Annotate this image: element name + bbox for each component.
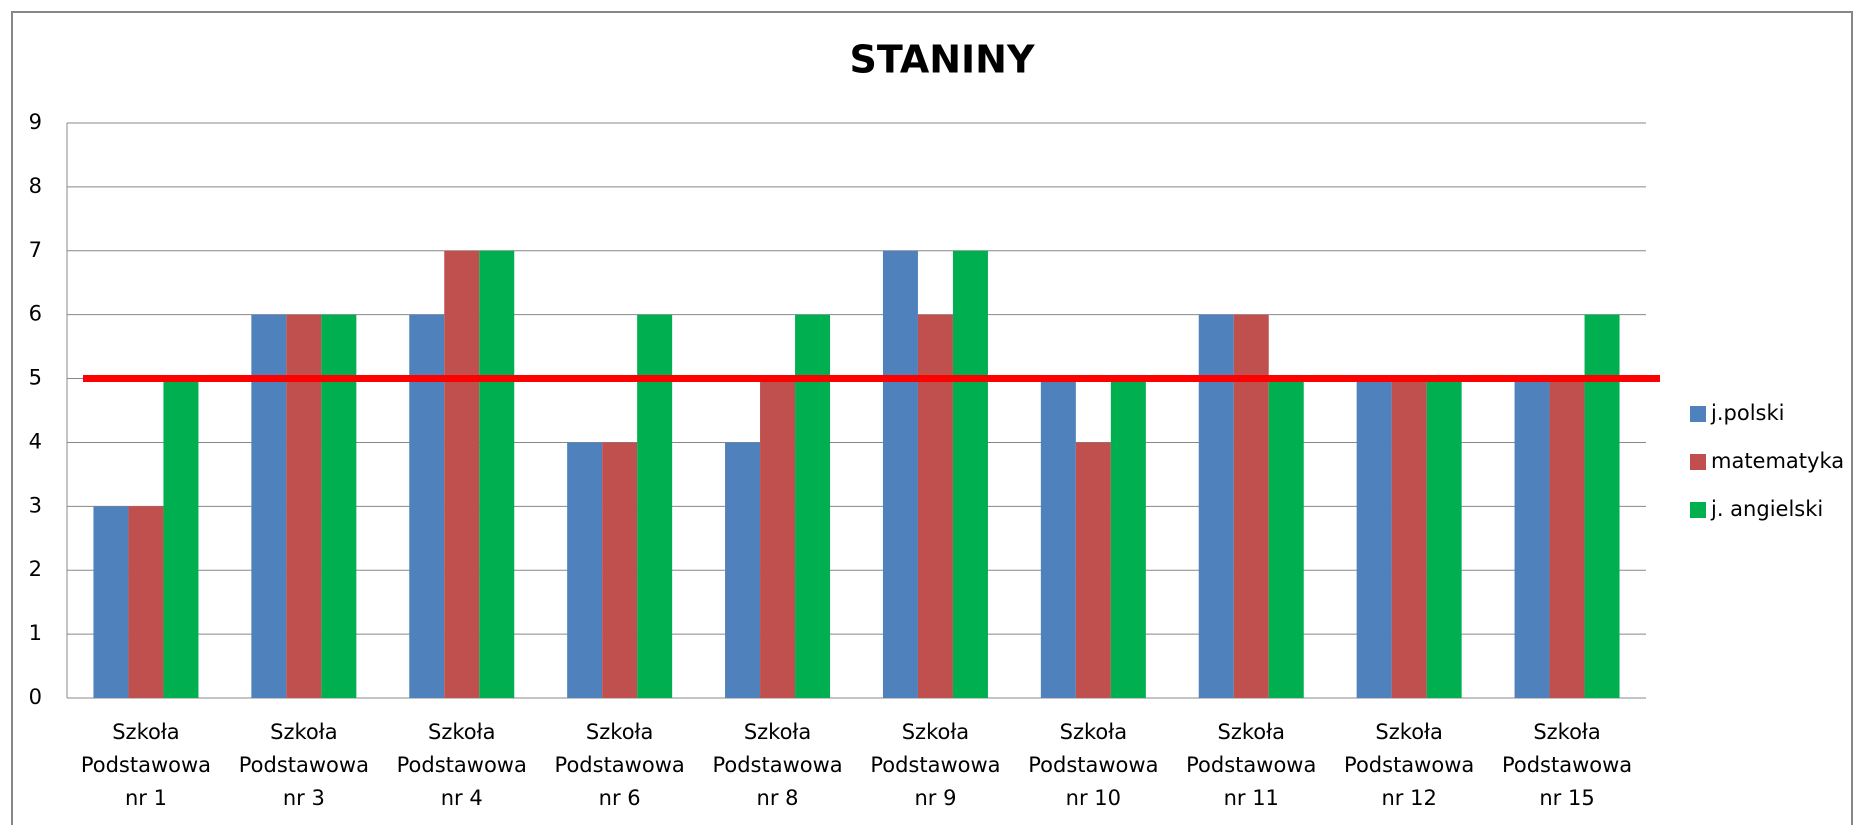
bar (444, 250, 480, 698)
x-tick-label: Szkoła Podstawowa nr 1 (81, 720, 211, 810)
x-tick-line: Podstawowa (239, 753, 369, 777)
bar (251, 314, 287, 698)
bar (479, 250, 515, 698)
bar (952, 250, 988, 698)
x-tick-line: Podstawowa (1344, 753, 1474, 777)
y-tick-label: 1 (29, 621, 42, 645)
x-tick-line: Szkoła (902, 720, 969, 744)
x-tick-line: Szkoła (1533, 720, 1600, 744)
bar (1268, 378, 1304, 698)
y-tick-label: 5 (29, 366, 42, 390)
legend-swatch (1690, 454, 1706, 470)
bar (409, 314, 445, 698)
x-tick-line: nr 1 (125, 786, 167, 810)
y-tick-label: 9 (29, 110, 42, 134)
chart-title: STANINY (849, 38, 1034, 82)
x-tick-line: Podstawowa (712, 753, 842, 777)
y-tick-label: 4 (29, 429, 42, 453)
bar (760, 378, 796, 698)
x-tick-line: nr 3 (283, 786, 325, 810)
x-tick-label: Szkoła Podstawowa nr 4 (397, 720, 527, 810)
x-tick-label: Szkoła Podstawowa nr 10 (1028, 720, 1158, 810)
x-tick-label: Szkoła Podstawowa nr 11 (1186, 720, 1316, 810)
bar (1233, 314, 1269, 698)
x-tick-line: Szkoła (1375, 720, 1442, 744)
bar (795, 314, 831, 698)
bar (1391, 378, 1427, 698)
x-tick-label: Szkoła Podstawowa nr 3 (239, 720, 369, 810)
legend-label: j. angielski (1710, 497, 1823, 521)
x-tick-line: nr 15 (1539, 786, 1594, 810)
x-tick-line: Podstawowa (397, 753, 527, 777)
x-tick-line: Szkoła (428, 720, 495, 744)
x-tick-line: nr 6 (599, 786, 641, 810)
y-tick-label: 0 (29, 685, 42, 709)
x-tick-line: Szkoła (586, 720, 653, 744)
x-tick-line: nr 10 (1066, 786, 1121, 810)
y-tick-label: 8 (29, 174, 42, 198)
x-tick-line: nr 4 (441, 786, 483, 810)
y-tick-label: 3 (29, 493, 42, 517)
bar (321, 314, 357, 698)
bar (286, 314, 322, 698)
bar (1426, 378, 1462, 698)
bar (637, 314, 673, 698)
x-tick-line: Podstawowa (870, 753, 1000, 777)
y-tick-label: 2 (29, 557, 42, 581)
legend-swatch (1690, 502, 1706, 518)
y-tick-label: 6 (29, 302, 42, 326)
bar (567, 442, 603, 698)
y-tick-label: 7 (29, 238, 42, 262)
bar (1075, 442, 1111, 698)
x-tick-label: Szkoła Podstawowa nr 15 (1502, 720, 1632, 810)
x-tick-line: Podstawowa (1186, 753, 1316, 777)
x-tick-line: Szkoła (112, 720, 179, 744)
x-tick-line: nr 12 (1381, 786, 1436, 810)
x-tick-line: Podstawowa (81, 753, 211, 777)
x-tick-line: Podstawowa (1502, 753, 1632, 777)
bar (1040, 378, 1076, 698)
bar (882, 250, 918, 698)
x-tick-label: Szkoła Podstawowa nr 12 (1344, 720, 1474, 810)
bar (128, 506, 164, 698)
bar (917, 314, 953, 698)
legend-swatch (1690, 406, 1706, 422)
x-tick-line: Podstawowa (1028, 753, 1158, 777)
x-tick-line: Szkoła (1060, 720, 1127, 744)
bar (163, 378, 199, 698)
x-tick-label: Szkoła Podstawowa nr 9 (870, 720, 1000, 810)
x-tick-line: Szkoła (270, 720, 337, 744)
x-tick-line: nr 11 (1224, 786, 1279, 810)
x-tick-line: Szkoła (744, 720, 811, 744)
bar (1514, 378, 1550, 698)
bar (1110, 378, 1146, 698)
bar (1549, 378, 1585, 698)
bar (93, 506, 129, 698)
bar (1198, 314, 1234, 698)
bar (725, 442, 761, 698)
x-tick-line: Podstawowa (555, 753, 685, 777)
bar (1356, 378, 1392, 698)
x-tick-line: nr 9 (914, 786, 956, 810)
bar (602, 442, 638, 698)
x-tick-line: nr 8 (757, 786, 799, 810)
x-tick-label: Szkoła Podstawowa nr 8 (712, 720, 842, 810)
x-tick-label: Szkoła Podstawowa nr 6 (555, 720, 685, 810)
legend-label: matematyka (1711, 449, 1844, 473)
x-tick-line: Szkoła (1218, 720, 1285, 744)
bar (1584, 314, 1620, 698)
legend-label: j.polski (1710, 401, 1784, 425)
chart-frame (11, 11, 1853, 825)
